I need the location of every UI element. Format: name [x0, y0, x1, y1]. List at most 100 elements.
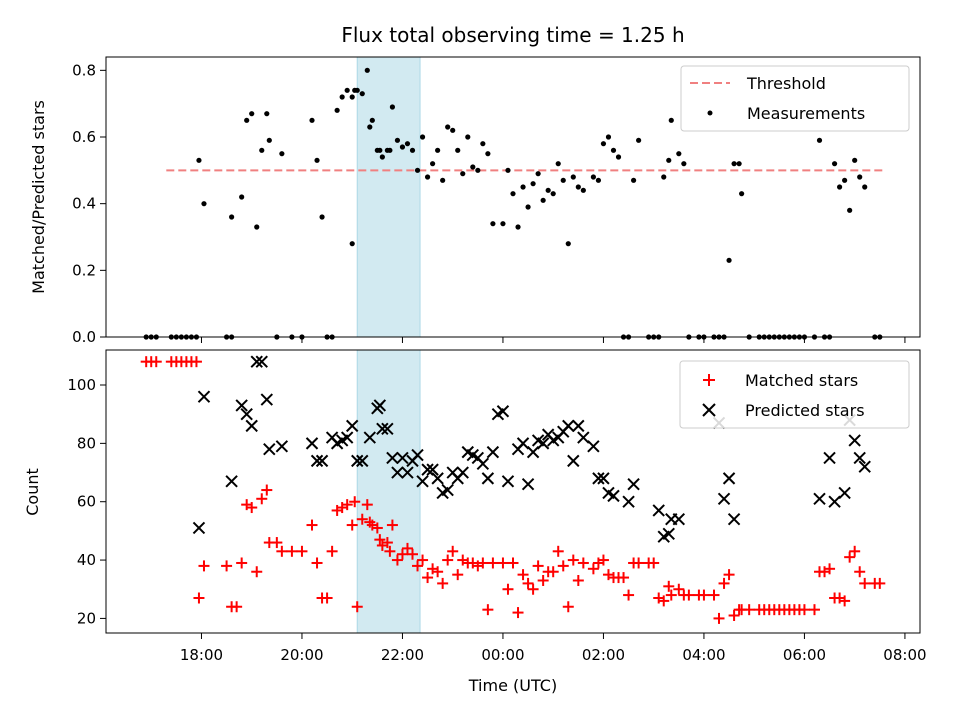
legend-predicted-swatch — [702, 403, 716, 417]
matched-star-point — [623, 589, 635, 601]
matched-star-point — [552, 545, 564, 557]
measurement-point — [575, 184, 581, 190]
measurement-point — [465, 134, 471, 140]
predicted-star-point — [250, 355, 263, 368]
measurement-point — [545, 187, 551, 193]
top-axes-frame — [105, 56, 921, 338]
predicted-star-point — [240, 407, 253, 421]
predicted-star-point — [411, 448, 424, 462]
predicted-star-point — [813, 492, 826, 506]
predicted-star-point — [622, 495, 635, 508]
matched-star-point — [522, 577, 534, 589]
bottom-x-ticks: 18:00 20:00 22:00 00:00 02:00 04:00 06:00 08:00 — [180, 633, 927, 664]
matched-star-point — [437, 577, 449, 589]
measurement-point — [630, 177, 637, 183]
predicted-star-point — [310, 454, 324, 468]
x-tick-label: 20:00 — [280, 646, 323, 664]
measurement-point — [229, 214, 235, 220]
measurement-point — [424, 174, 431, 180]
predicted-star-point — [727, 513, 741, 526]
measurement-point — [636, 137, 642, 143]
matched-star-point — [306, 519, 318, 531]
top-y-tick-label: 0.8 — [72, 61, 96, 79]
matched-star-point — [562, 601, 574, 613]
bottom-y-axis-label: Count — [23, 468, 42, 516]
predicted-stars-series — [192, 355, 871, 543]
predicted-star-point — [235, 399, 248, 412]
measurement-point — [334, 107, 340, 113]
matched-star-point — [401, 542, 413, 554]
predicted-star-point — [255, 355, 268, 368]
measurement-point — [847, 207, 853, 213]
measurement-point — [404, 141, 411, 147]
predicted-star-point — [346, 419, 359, 433]
bottom-y-tick-label: 40 — [77, 551, 96, 569]
predicted-star-point — [597, 472, 610, 485]
top-legend: Threshold Measurements — [680, 65, 910, 132]
matched-star-point — [708, 589, 720, 601]
measurement-point — [500, 221, 506, 227]
bottom-y-tick-label: 80 — [77, 434, 96, 452]
predicted-star-point — [853, 451, 866, 465]
matched-star-point — [261, 484, 273, 496]
predicted-star-point — [587, 440, 600, 453]
legend-threshold-label: Threshold — [746, 74, 826, 93]
measurement-point — [605, 134, 612, 140]
measurement-point — [309, 117, 315, 123]
matched-star-point — [246, 502, 258, 514]
measurement-point — [249, 111, 255, 117]
measurement-point — [852, 157, 858, 163]
matched-star-point — [587, 563, 599, 575]
measurement-point — [460, 171, 466, 177]
matched-star-point — [743, 604, 755, 616]
measurement-point — [244, 117, 250, 123]
matched-star-point — [442, 554, 454, 566]
bottom-panel: 20 40 60 80 100 18:00 20:00 22:00 00:00 02:00 04:… — [23, 349, 927, 695]
measurement-point — [520, 184, 526, 190]
top-legend-frame — [680, 65, 910, 132]
measurement-point — [349, 241, 355, 247]
measurement-point — [196, 157, 202, 163]
matched-star-point — [874, 577, 886, 589]
measurement-point — [595, 177, 602, 183]
measurement-point — [387, 147, 393, 153]
matched-star-point — [849, 545, 861, 557]
matched-star-point — [374, 534, 386, 546]
matched-star-point — [422, 572, 434, 584]
matched-star-point — [859, 577, 871, 589]
measurement-point — [837, 184, 843, 190]
predicted-star-point — [197, 390, 211, 403]
matched-star-point — [557, 560, 569, 572]
measurement-point — [668, 117, 674, 123]
matched-star-point — [386, 519, 398, 531]
matched-star-point — [276, 545, 288, 557]
matched-star-point — [665, 589, 677, 601]
measurement-point — [862, 184, 868, 190]
matched-star-point — [567, 554, 579, 566]
measurement-point — [279, 151, 285, 157]
predicted-star-point — [662, 527, 675, 541]
measurement-point — [399, 144, 406, 150]
measurement-point — [610, 147, 617, 153]
x-tick-label: 02:00 — [582, 646, 625, 664]
measurement-point — [389, 104, 396, 110]
predicted-star-point — [225, 475, 238, 488]
matched-star-point — [412, 560, 424, 572]
measurement-point — [726, 257, 732, 263]
measurement-point — [485, 151, 491, 157]
matched-star-point — [256, 493, 268, 505]
measurement-point — [364, 67, 370, 73]
matched-star-point — [384, 545, 396, 557]
matched-star-point — [537, 574, 549, 586]
matched-star-point — [296, 545, 308, 557]
measurement-point — [831, 161, 838, 167]
top-y-tick-label: 0.4 — [72, 195, 96, 213]
measurement-point — [440, 177, 446, 183]
matched-star-point — [371, 522, 383, 534]
legend-matched-swatch — [703, 374, 715, 386]
matched-star-point — [497, 557, 509, 569]
matched-star-point — [396, 548, 408, 560]
x-tick-label: 06:00 — [783, 646, 826, 664]
matched-star-point — [658, 595, 670, 607]
matched-star-point — [844, 551, 856, 563]
